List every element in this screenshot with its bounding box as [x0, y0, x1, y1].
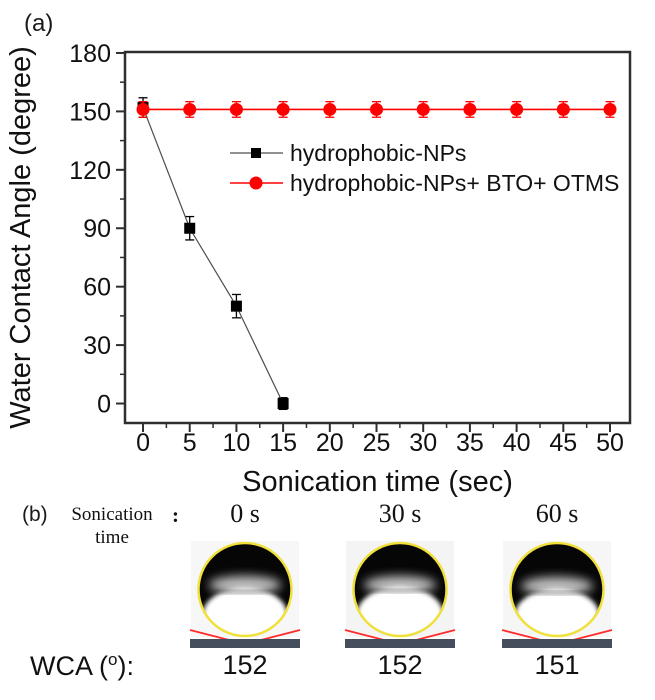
legend: hydrophobic-NPs hydrophobic-NPs+ BTO+ OTM… — [230, 140, 619, 196]
series-hydrophobic-nps-bto-otms — [136, 101, 617, 118]
contact-angle-tangent-line — [572, 629, 613, 641]
x-tick-label: 50 — [596, 429, 624, 457]
legend-marker-square — [251, 148, 261, 158]
x-axis-title: Sonication time (sec) — [242, 466, 513, 498]
legend-label: hydrophobic-NPs — [290, 140, 466, 166]
y-tick-label: 120 — [69, 157, 111, 185]
row-label-line2: time — [95, 526, 129, 548]
droplet-contour-line — [352, 541, 448, 638]
droplet-contour-line — [509, 541, 605, 638]
x-tick-label: 30 — [409, 429, 437, 457]
y-tick-label: 180 — [69, 40, 111, 68]
data-point-circle — [229, 102, 243, 116]
data-point-circle — [370, 102, 384, 116]
data-point-circle — [416, 102, 430, 116]
panel-b-label: (b) — [22, 503, 48, 526]
wca-vs-sonication-chart: 0 5 10 15 20 25 30 35 40 45 50 0 30 60 90 120 150 180 Soni… — [5, 40, 632, 498]
y-axis: 0 30 60 90 120 150 180 — [69, 40, 125, 419]
x-axis: 0 5 10 15 20 25 30 35 40 45 50 — [136, 423, 624, 457]
y-tick-label: 60 — [83, 274, 111, 302]
x-tick-label: 10 — [223, 429, 251, 457]
data-point-square — [277, 398, 289, 410]
data-point-circle — [463, 102, 477, 116]
wca-label-prefix: WCA ( — [30, 651, 108, 681]
droplet-time-label-0s: 0 s — [230, 499, 260, 528]
droplet-contour-line — [197, 541, 293, 638]
y-tick-label: 30 — [83, 332, 111, 360]
wca-row-label: WCA (o): — [30, 650, 134, 682]
wca-degree-symbol: o — [108, 650, 118, 669]
x-tick-label: 40 — [503, 429, 531, 457]
x-tick-label: 0 — [136, 429, 150, 457]
contact-angle-tangent-line — [501, 629, 542, 641]
data-point-circle — [183, 102, 197, 116]
data-point-square — [184, 222, 196, 234]
legend-marker-circle — [249, 176, 263, 190]
data-point-circle — [510, 102, 524, 116]
series-hydrophobic-nps — [137, 97, 289, 411]
wca-value-30s: 152 — [377, 650, 423, 680]
data-point-square — [230, 300, 242, 312]
contact-angle-tangent-line — [260, 629, 301, 641]
contact-angle-tangent-line — [189, 629, 230, 641]
row-label-line1: Sonication — [71, 504, 153, 525]
data-point-circle — [603, 102, 617, 116]
y-tick-label: 90 — [83, 215, 111, 243]
x-tick-label: 45 — [549, 429, 577, 457]
plot-frame — [123, 50, 632, 425]
substrate-bar — [502, 639, 612, 648]
droplet-time-label-60s: 60 s — [535, 499, 579, 528]
water-droplet-image-30s — [344, 541, 456, 648]
water-droplet-image-60s — [501, 541, 613, 648]
substrate-bar — [190, 639, 300, 648]
water-droplet-image-0s — [189, 541, 301, 648]
contact-angle-tangent-line — [344, 629, 385, 641]
x-tick-label: 25 — [363, 429, 391, 457]
data-point-circle — [323, 102, 337, 116]
x-tick-label: 5 — [183, 429, 197, 457]
x-tick-label: 20 — [316, 429, 344, 457]
row-label-colon: : — [172, 503, 179, 527]
x-tick-label: 35 — [456, 429, 484, 457]
wca-label-suffix: ): — [117, 651, 134, 681]
data-point-circle — [276, 102, 290, 116]
contact-angle-tangent-line — [415, 629, 456, 641]
x-tick-label: 15 — [269, 429, 297, 457]
panel-a-label: (a) — [24, 10, 54, 37]
y-axis-title: Water Contact Angle (degree) — [5, 46, 37, 429]
droplet-time-label-30s: 30 s — [378, 499, 422, 528]
sonication-time-row-label: Sonication time — [60, 504, 164, 550]
wca-value-0s: 152 — [222, 650, 268, 680]
data-point-circle — [556, 102, 570, 116]
data-point-circle — [136, 102, 150, 116]
wca-value-60s: 151 — [534, 650, 580, 680]
legend-label: hydrophobic-NPs+ BTO+ OTMS — [290, 170, 619, 196]
substrate-bar — [345, 639, 455, 648]
y-tick-label: 0 — [97, 391, 111, 419]
y-tick-label: 150 — [69, 98, 111, 126]
